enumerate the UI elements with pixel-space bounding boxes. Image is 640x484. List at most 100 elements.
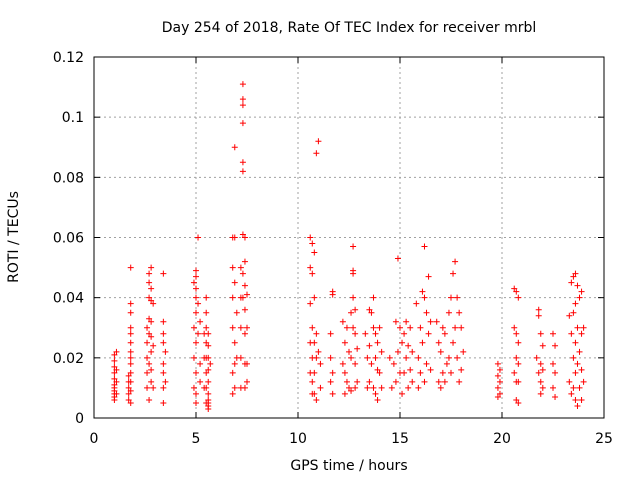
data-point [435,378,442,385]
data-point [241,384,248,391]
data-point [496,378,503,385]
data-point [148,348,155,355]
data-point [309,270,316,277]
data-point [190,279,197,286]
data-point [307,300,314,307]
data-point [231,279,238,286]
data-point [409,348,416,355]
axis-ticks: 0 5 10 15 20 25 0 0.02 0.04 0.06 0.08 0.1 0.12 [53,50,613,447]
data-point [146,360,153,367]
data-point [205,366,212,373]
data-point [433,318,440,325]
data-point [311,390,318,397]
data-point [456,309,463,316]
data-point [341,390,348,397]
data-point [144,324,151,331]
data-point [239,270,246,277]
data-point [374,366,381,373]
data-point [450,339,457,346]
data-point [311,339,318,346]
data-point [401,369,408,376]
data-point [148,366,155,373]
data-point [327,354,334,361]
data-point [127,330,134,337]
x-axis-label: GPS time / hours [290,458,407,474]
data-point [329,390,336,397]
data-point [376,369,383,376]
data-point [197,318,204,325]
data-point [392,318,399,325]
data-point [193,273,199,280]
data-point [364,354,371,361]
data-point [205,342,212,349]
data-point [244,360,250,367]
data-point [146,270,153,277]
data-point [366,342,373,349]
data-point [231,144,238,151]
data-point [197,360,204,367]
data-point [511,324,518,331]
data-point [537,378,544,385]
data-point [125,384,132,391]
data-point [348,387,355,394]
data-point [313,396,320,403]
data-point [203,309,210,316]
data-point [374,396,381,403]
data-point [160,330,167,337]
data-point [496,390,503,397]
data-point [146,279,153,286]
data-point [372,330,379,337]
data-point [241,258,248,265]
data-point [239,168,246,175]
data-point [448,294,454,301]
data-point [405,342,412,349]
data-point [537,390,544,397]
data-point [148,333,155,340]
data-point [568,279,575,286]
data-point [148,378,155,385]
data-point [329,291,336,298]
data-point [370,384,377,391]
data-point [354,378,361,385]
data-point [354,345,361,352]
data-point [203,369,210,376]
data-point [205,378,212,385]
data-point [421,294,428,301]
data-point [574,282,581,289]
data-point [423,309,430,316]
data-point [370,324,377,331]
data-point [348,309,355,316]
data-point [160,360,167,367]
data-point [193,339,199,346]
y-tick-label: 0.06 [53,231,84,247]
y-axis-label: ROTI / TECUs [6,191,22,283]
data-point [570,384,577,391]
data-point [309,378,316,385]
data-point [572,369,579,376]
data-point [160,399,167,406]
data-point [111,351,118,358]
data-point [113,390,120,397]
data-point [350,243,357,250]
data-point [127,360,134,367]
data-point [150,384,157,391]
data-point [566,312,573,319]
data-point [415,384,422,391]
data-point [193,294,199,301]
data-point [113,378,120,385]
data-point [513,330,520,337]
x-tick-label: 10 [289,431,307,447]
data-point [392,378,399,385]
data-point [390,360,397,367]
data-point [313,330,320,337]
data-point [441,330,448,337]
data-point [496,366,503,373]
data-point [148,285,155,292]
data-point [421,243,428,250]
data-point [388,384,395,391]
data-point [203,339,210,346]
data-point [127,348,134,355]
data-point [537,330,544,337]
data-point [205,390,212,397]
data-point [207,360,214,367]
